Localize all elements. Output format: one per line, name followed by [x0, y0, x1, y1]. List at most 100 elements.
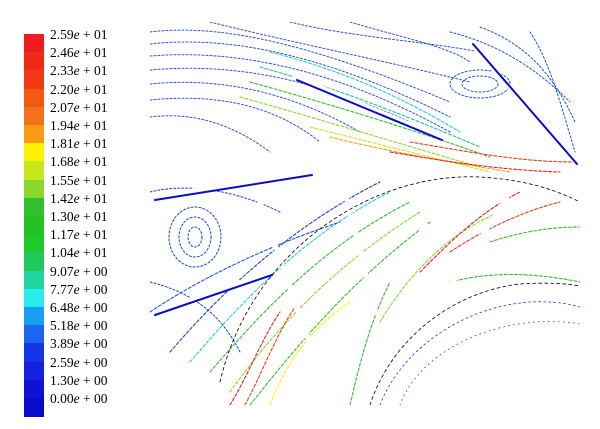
legend-exponent: + 01 [79, 154, 108, 170]
streamlines-lower [150, 181, 580, 405]
legend-swatch [24, 325, 44, 344]
legend-mantissa: 2.07 [50, 99, 74, 115]
legend-label: 5.18e + 00 [50, 319, 108, 333]
legend-label: 1.81e + 01 [50, 137, 108, 151]
legend-exponent: + 01 [79, 27, 108, 42]
legend-exp-e: e [73, 63, 80, 79]
legend-swatch [24, 270, 44, 290]
legend-mantissa: 1.68 [50, 154, 74, 170]
legend-swatch [24, 197, 44, 217]
legend-exp-e: e [73, 263, 80, 279]
legend-label: 1.04e + 01 [50, 246, 108, 260]
legend-label: 1.30e + 00 [50, 372, 108, 388]
legend-swatch [24, 88, 44, 108]
legend-exponent: + 01 [79, 118, 108, 133]
legend-mantissa: 0.00 [50, 391, 74, 406]
legend-mantissa: 1.42 [50, 190, 74, 206]
streamlines-upper-blue [150, 22, 481, 153]
legend-label: 6.48e + 00 [50, 301, 108, 315]
legend-swatch [24, 288, 44, 308]
legend-swatch [24, 252, 44, 272]
legend-label: 1.17e + 01 [50, 228, 108, 242]
legend-label: 2.59e + 01 [50, 28, 108, 42]
legend-exponent: + 00 [79, 354, 108, 370]
legend-label: 1.30e + 01 [50, 210, 108, 224]
legend-exp-e: e [73, 372, 80, 388]
legend-exponent: + 01 [79, 209, 108, 224]
legend-exp-e: e [73, 391, 80, 406]
legend-swatch [24, 70, 44, 90]
legend-mantissa: 1.81 [50, 136, 74, 152]
legend-swatch [24, 398, 44, 417]
legend-mantissa: 1.04 [50, 245, 74, 261]
legend-exponent: + 00 [79, 318, 108, 334]
legend-exp-e: e [73, 227, 80, 243]
legend-exp-e: e [73, 45, 80, 61]
legend-exponent: + 01 [79, 99, 108, 115]
legend-label: 1.55e + 01 [50, 172, 108, 188]
hub [379, 301, 580, 405]
legend-exponent: + 00 [79, 300, 108, 315]
legend-mantissa: 1.30 [50, 209, 74, 224]
legend-exp-e: e [73, 336, 80, 352]
vortex-left [150, 187, 281, 353]
legend-exponent: + 00 [79, 336, 108, 352]
legend-swatch [24, 125, 44, 144]
legend-exponent: + 01 [79, 81, 108, 97]
legend-swatch [24, 307, 44, 326]
legend-exponent: + 01 [79, 45, 108, 61]
legend-swatch [24, 216, 44, 235]
legend-label: 1.42e + 01 [50, 190, 108, 206]
legend-mantissa: 2.33 [50, 63, 74, 79]
legend-exp-e: e [73, 154, 80, 170]
legend-exponent: + 00 [79, 281, 108, 297]
legend-label: 9.07e + 00 [50, 263, 108, 279]
legend-label: 1.94e + 01 [50, 119, 108, 133]
legend-exp-e: e [73, 354, 80, 370]
legend-label: 2.07e + 01 [50, 99, 108, 115]
legend-exp-e: e [73, 81, 80, 97]
legend-exponent: + 00 [79, 263, 108, 279]
legend-swatch [24, 52, 44, 71]
legend-mantissa: 2.59 [50, 27, 74, 42]
legend-mantissa: 1.17 [50, 227, 74, 243]
legend-mantissa: 1.94 [50, 118, 74, 133]
legend-label: 7.77e + 00 [50, 281, 108, 297]
legend-label: 2.46e + 01 [50, 46, 108, 60]
legend-exp-e: e [73, 190, 80, 206]
color-legend: 2.59e + 01 2.46e + 01 2.33e + 01 2.20e + 01… [0, 0, 150, 429]
legend-mantissa: 2.59 [50, 354, 74, 370]
legend-exponent: + 00 [79, 391, 108, 406]
legend-exponent: + 01 [79, 227, 108, 243]
legend-exponent: + 01 [79, 63, 108, 79]
legend-swatch [24, 161, 44, 181]
legend-mantissa: 2.20 [50, 81, 74, 97]
legend-exponent: + 01 [79, 190, 108, 206]
legend-label: 2.33e + 01 [50, 64, 108, 78]
blade-edges [154, 43, 578, 316]
legend-exp-e: e [73, 27, 80, 42]
legend-mantissa: 1.30 [50, 372, 74, 388]
legend-exp-e: e [73, 118, 80, 133]
legend-exponent: + 01 [79, 172, 108, 188]
legend-exp-e: e [73, 209, 80, 224]
legend-exp-e: e [73, 281, 80, 297]
legend-mantissa: 7.77 [50, 281, 74, 297]
legend-exponent: + 00 [79, 372, 108, 388]
legend-exp-e: e [73, 136, 80, 152]
legend-label: 1.68e + 01 [50, 155, 108, 169]
legend-mantissa: 3.89 [50, 336, 74, 352]
legend-swatch [24, 106, 44, 126]
legend-exp-e: e [73, 99, 80, 115]
legend-mantissa: 6.48 [50, 300, 74, 315]
legend-label: 0.00e + 00 [50, 392, 108, 406]
legend-exp-e: e [73, 318, 80, 334]
legend-label: 2.20e + 01 [50, 81, 108, 97]
legend-label: 3.89e + 00 [50, 337, 108, 351]
blades [152, 39, 578, 390]
legend-exp-e: e [73, 300, 80, 315]
legend-exp-e: e [73, 172, 80, 188]
legend-swatch [24, 361, 44, 381]
legend-swatch [24, 379, 44, 399]
legend-exp-e: e [73, 245, 80, 261]
